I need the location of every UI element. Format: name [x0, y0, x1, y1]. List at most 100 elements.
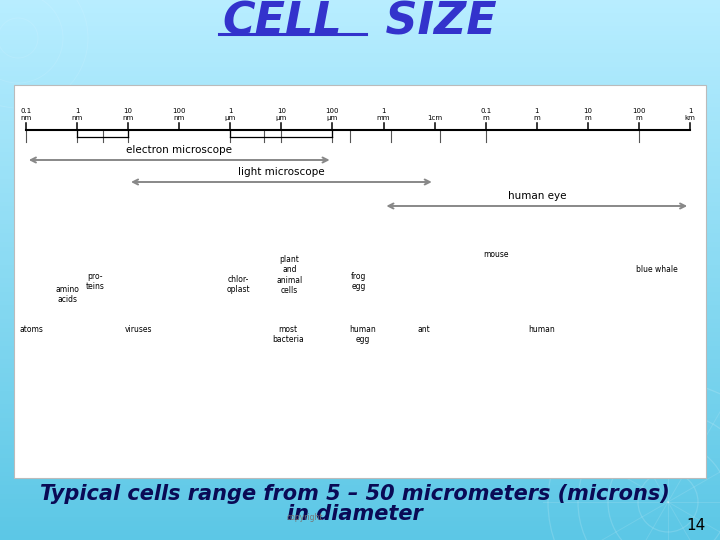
Bar [0, 395, 720, 401]
Bar [0, 381, 720, 387]
Bar [0, 458, 720, 463]
Bar [0, 485, 720, 490]
Bar [0, 62, 720, 68]
Bar [0, 251, 720, 256]
Bar [0, 417, 720, 423]
Text: blue whale: blue whale [636, 265, 678, 274]
Bar [0, 30, 720, 36]
Bar [0, 93, 720, 99]
Bar [0, 341, 720, 347]
Text: CELL: CELL [222, 1, 342, 44]
Bar [0, 314, 720, 320]
Bar [0, 49, 720, 54]
Bar [0, 147, 720, 153]
Bar [0, 535, 720, 540]
Bar [0, 435, 720, 441]
Bar [0, 84, 720, 90]
Bar [0, 17, 720, 23]
Bar [0, 39, 720, 45]
Text: 1
μm: 1 μm [225, 108, 236, 121]
Text: chlor-
oplast: chlor- oplast [227, 275, 250, 294]
Bar [0, 471, 720, 477]
Bar [0, 273, 720, 279]
Bar [0, 467, 720, 472]
Bar [0, 292, 720, 297]
Text: 1
m: 1 m [534, 108, 540, 121]
Text: 10
m: 10 m [583, 108, 593, 121]
Bar [0, 462, 720, 468]
Bar [0, 431, 720, 436]
Bar [0, 201, 720, 207]
Text: frog
egg: frog egg [351, 272, 366, 292]
Bar [0, 215, 720, 220]
Bar [0, 408, 720, 414]
Text: viruses: viruses [125, 325, 152, 334]
Text: amino
acids: amino acids [55, 285, 79, 305]
Text: in diameter: in diameter [287, 504, 423, 524]
Bar [0, 440, 720, 445]
Bar [0, 211, 720, 216]
Bar [0, 120, 720, 126]
Bar [0, 26, 720, 31]
Bar [0, 449, 720, 455]
Bar [0, 12, 720, 18]
Bar [0, 228, 720, 234]
Bar [0, 377, 720, 382]
Bar [0, 400, 720, 405]
Bar [0, 57, 720, 63]
Bar [0, 224, 720, 230]
Bar [0, 111, 720, 117]
Text: 1
mm: 1 mm [377, 108, 390, 121]
Bar [0, 354, 720, 360]
Bar [0, 287, 720, 293]
Bar [0, 503, 720, 509]
Bar [0, 332, 720, 338]
Bar [0, 404, 720, 409]
Text: human eye: human eye [508, 191, 566, 201]
Bar [0, 278, 720, 284]
Bar [0, 363, 720, 369]
Text: 14: 14 [687, 517, 706, 532]
Bar [0, 350, 720, 355]
Bar [0, 107, 720, 112]
Bar [0, 489, 720, 495]
Bar [0, 188, 720, 193]
Bar [0, 98, 720, 104]
Text: 10
nm: 10 nm [122, 108, 134, 121]
Text: Typical cells range from 5 – 50 micrometers (microns): Typical cells range from 5 – 50 micromet… [40, 484, 670, 504]
Bar [0, 184, 720, 189]
Text: 100
m: 100 m [632, 108, 646, 121]
Bar [0, 76, 720, 81]
Bar [0, 134, 720, 139]
Bar [0, 427, 720, 432]
Bar [0, 525, 720, 531]
Bar [0, 413, 720, 418]
Bar [0, 323, 720, 328]
Text: 1
nm: 1 nm [71, 108, 83, 121]
Bar [0, 494, 720, 500]
Text: 100
μm: 100 μm [325, 108, 339, 121]
Bar [0, 386, 720, 391]
Bar [0, 422, 720, 428]
Bar [0, 327, 720, 333]
Bar [0, 143, 720, 148]
Bar [0, 260, 720, 266]
Bar [0, 125, 720, 131]
Bar [0, 179, 720, 185]
Bar [0, 346, 720, 351]
Bar [14, 85, 706, 478]
Text: mouse: mouse [483, 250, 508, 259]
Bar [0, 116, 720, 122]
Text: 1
km: 1 km [685, 108, 696, 121]
Bar [0, 359, 720, 364]
Text: ant: ant [417, 325, 430, 334]
Text: copyright: copyright [287, 514, 323, 523]
Text: light microscope: light microscope [238, 167, 325, 177]
Text: 100
nm: 100 nm [173, 108, 186, 121]
Bar [0, 373, 720, 378]
Text: pro-
teins: pro- teins [86, 272, 104, 292]
Text: 1cm: 1cm [427, 115, 442, 121]
Bar [0, 476, 720, 482]
Bar [0, 296, 720, 301]
Bar [0, 238, 720, 243]
